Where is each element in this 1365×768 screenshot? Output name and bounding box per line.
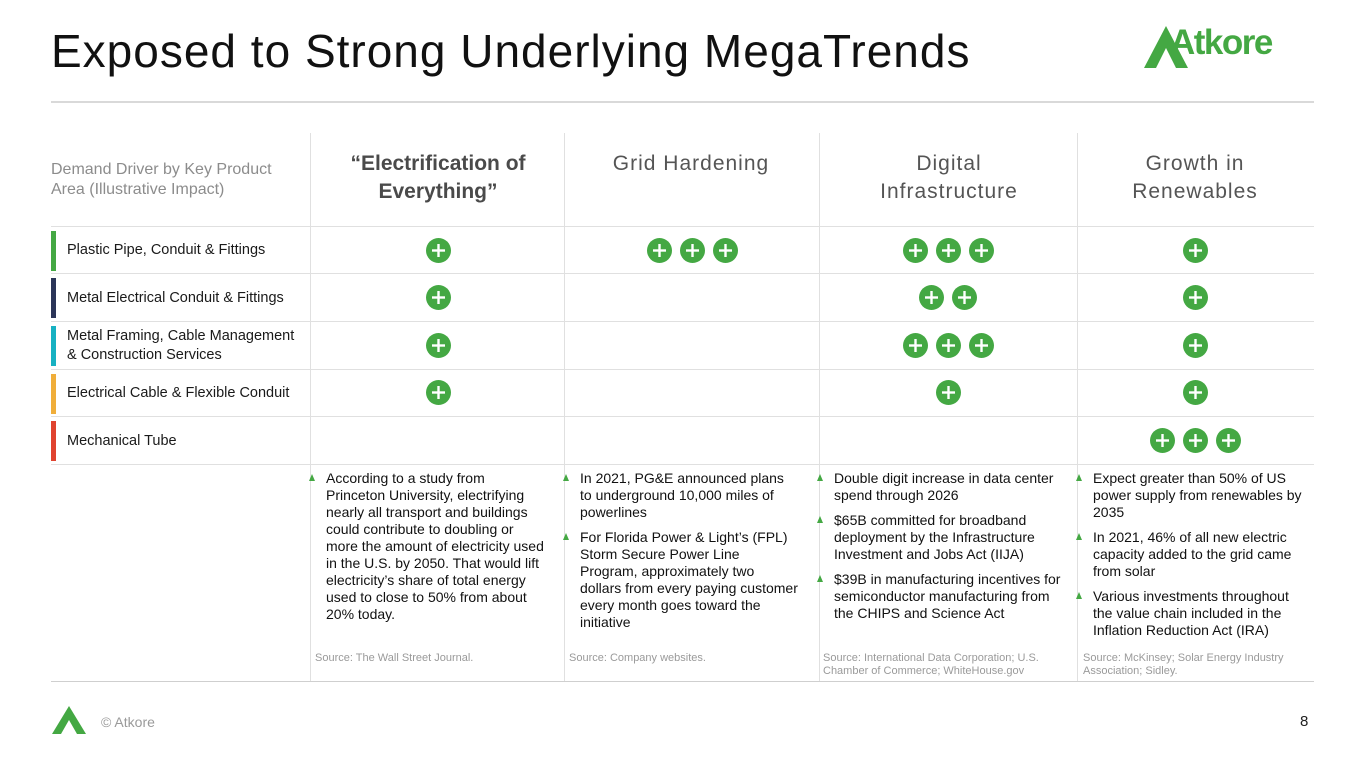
plus-circle-icon <box>1149 427 1175 453</box>
row-label-text: Mechanical Tube <box>67 432 177 449</box>
plus-circle-icon <box>712 237 738 263</box>
column-header-digital-infrastructure: Digital Infrastructure <box>880 152 1018 203</box>
row-divider <box>51 369 1314 370</box>
plus-circle-icon <box>968 237 994 263</box>
detail-bullet: Various investments throughout the value… <box>1076 588 1312 639</box>
row-color-bar <box>51 373 56 414</box>
plus-circle-icon <box>1215 427 1241 453</box>
page-number: 8 <box>1300 713 1309 730</box>
copyright: © Atkore <box>101 714 155 730</box>
title-divider <box>51 101 1314 103</box>
details-renewables: Expect greater than 50% of US power supp… <box>1076 470 1312 647</box>
footer-divider <box>51 681 1314 682</box>
column-divider <box>819 133 820 681</box>
row-divider <box>51 416 1314 417</box>
row-color-bar <box>51 421 56 461</box>
detail-bullet: $65B committed for broadband deployment … <box>817 512 1067 563</box>
atkore-footer-logo <box>52 706 86 734</box>
row-header-label: Demand Driver by Key Product Area (Illus… <box>51 161 272 198</box>
row-label-text: Metal Framing, Cable Management & Constr… <box>67 328 295 363</box>
plus-circle-icon <box>902 237 928 263</box>
detail-bullet: According to a study from Princeton Univ… <box>309 470 545 623</box>
source-note: Source: The Wall Street Journal. <box>315 652 474 664</box>
details-grid-hardening: In 2021, PG&E announced plans to undergr… <box>563 470 799 639</box>
page-title: Exposed to Strong Underlying MegaTrends <box>51 25 971 77</box>
plus-circle-icon <box>952 284 977 310</box>
detail-bullet: Double digit increase in data center spe… <box>817 470 1067 504</box>
atkore-logo-text: Atkore <box>1170 23 1273 62</box>
plus-circle-icon <box>679 237 705 263</box>
row-label-plastic-pipe: Plastic Pipe, Conduit & Fittings <box>51 229 307 272</box>
row-divider <box>51 464 1314 465</box>
row-color-bar <box>51 326 56 366</box>
detail-bullet: Expect greater than 50% of US power supp… <box>1076 470 1312 521</box>
row-color-bar <box>51 278 56 318</box>
row-divider <box>51 321 1314 322</box>
source-note: Source: McKinsey; Solar Energy Industry … <box>1083 652 1284 677</box>
source-note: Source: Company websites. <box>569 652 706 664</box>
plus-circle-icon <box>425 237 451 263</box>
plus-circle-icon <box>1182 284 1208 310</box>
row-divider <box>51 226 1314 227</box>
plus-circle-icon <box>1182 332 1208 358</box>
row-label-text: Metal Electrical Conduit & Fittings <box>67 289 284 306</box>
plus-circle-icon <box>968 332 994 358</box>
column-divider <box>310 133 311 681</box>
row-label-metal-conduit: Metal Electrical Conduit & Fittings <box>51 276 307 320</box>
row-label-text: Plastic Pipe, Conduit & Fittings <box>67 242 266 258</box>
source-note: Source: International Data Corporation; … <box>823 652 1039 677</box>
plus-circle-icon <box>935 332 961 358</box>
plus-circle-icon <box>1182 237 1208 263</box>
atkore-logo-mark <box>1144 26 1188 68</box>
detail-bullet: For Florida Power & Light’s (FPL) Storm … <box>563 529 799 631</box>
plus-circle-icon <box>935 237 961 263</box>
row-label-text: Electrical Cable & Flexible Conduit <box>67 385 290 401</box>
column-divider <box>1077 133 1078 681</box>
row-label-electrical-cable: Electrical Cable & Flexible Conduit <box>51 372 307 415</box>
plus-circle-icon <box>919 284 944 310</box>
details-electrification: According to a study from Princeton Univ… <box>309 470 545 631</box>
plus-circle-icon <box>1182 379 1208 405</box>
row-label-mechanical-tube: Mechanical Tube <box>51 419 307 463</box>
plus-circle-icon <box>425 284 451 310</box>
plus-circle-icon <box>1182 427 1208 453</box>
column-divider <box>564 133 565 681</box>
plus-circle-icon <box>646 237 672 263</box>
detail-bullet: In 2021, 46% of all new electric capacit… <box>1076 529 1312 580</box>
row-divider <box>51 273 1314 274</box>
plus-circle-icon <box>425 379 451 405</box>
details-digital-infrastructure: Double digit increase in data center spe… <box>817 470 1067 630</box>
detail-bullet: In 2021, PG&E announced plans to undergr… <box>563 470 799 521</box>
plus-circle-icon <box>425 332 451 358</box>
column-header-renewables: Growth in Renewables <box>1132 152 1258 203</box>
row-label-metal-framing: Metal Framing, Cable Management & Constr… <box>51 324 307 368</box>
detail-bullet: $39B in manufacturing incentives for sem… <box>817 571 1067 622</box>
plus-circle-icon <box>902 332 928 358</box>
column-header-electrification: “Electrification of Everything” <box>350 152 526 203</box>
column-header-grid-hardening: Grid Hardening <box>612 152 770 175</box>
row-color-bar <box>51 230 56 271</box>
plus-circle-icon <box>935 379 961 405</box>
